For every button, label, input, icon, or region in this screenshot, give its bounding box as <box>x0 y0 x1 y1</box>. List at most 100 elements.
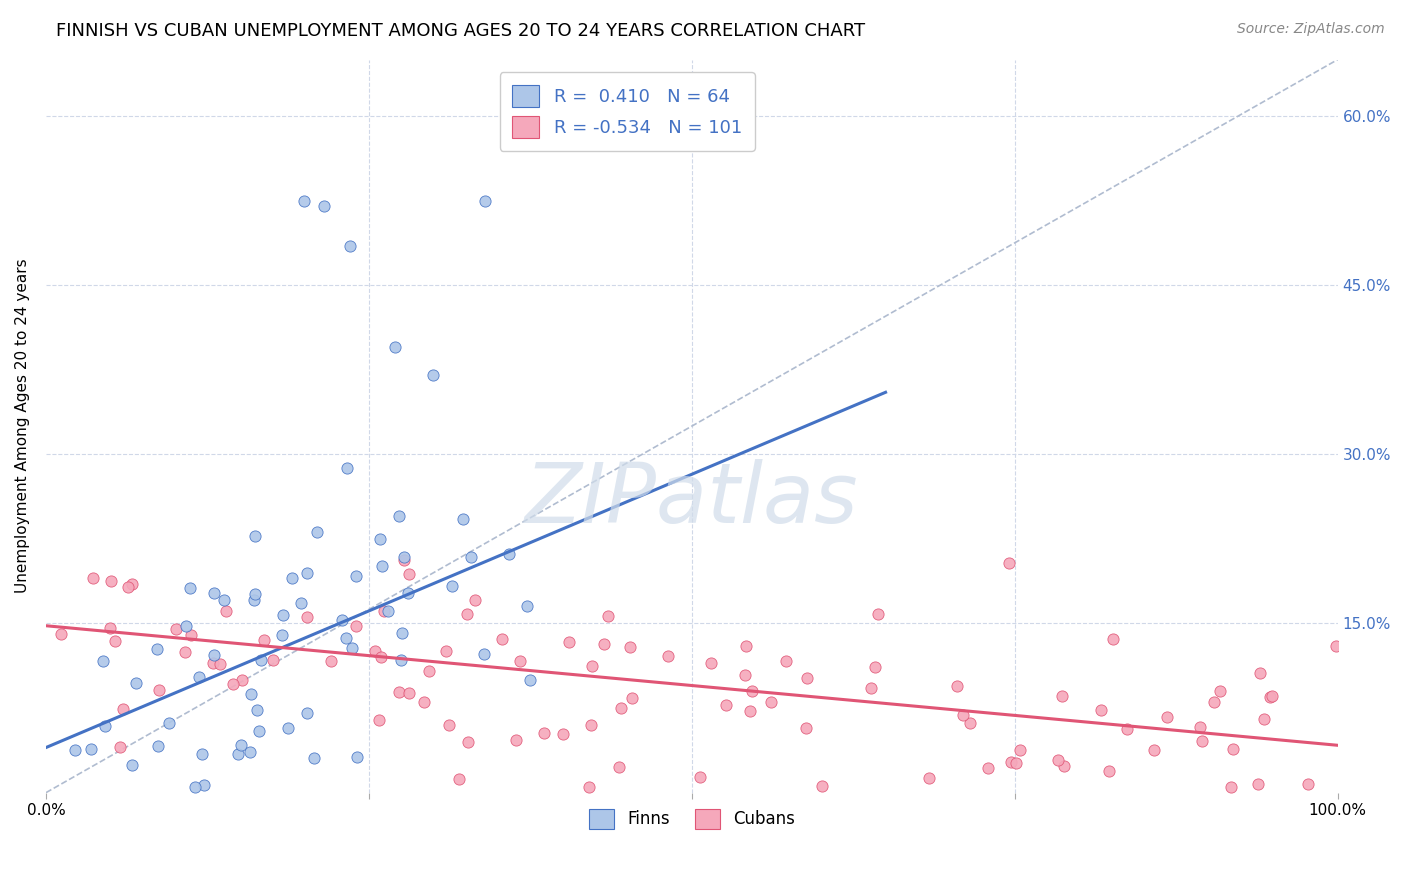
Point <box>440 579 463 593</box>
Point <box>977 761 1000 775</box>
Point <box>451 512 474 526</box>
Point <box>80 742 103 756</box>
Point <box>505 732 527 747</box>
Point <box>1098 764 1121 779</box>
Point <box>398 686 420 700</box>
Point <box>208 657 231 671</box>
Point <box>1005 756 1028 771</box>
Point <box>204 586 226 600</box>
Point <box>228 747 250 762</box>
Point <box>281 571 304 585</box>
Point <box>344 568 367 582</box>
Point <box>98 621 121 635</box>
Point <box>796 671 818 685</box>
Point <box>396 586 419 600</box>
Point <box>700 656 723 670</box>
Point <box>295 566 318 580</box>
Point <box>117 581 139 595</box>
Point <box>434 644 457 658</box>
Point <box>735 639 758 653</box>
Point <box>689 770 711 784</box>
Point <box>302 751 325 765</box>
Point <box>245 587 267 601</box>
Point <box>346 750 368 764</box>
Point <box>1189 720 1212 734</box>
Point <box>620 691 643 706</box>
Point <box>959 715 981 730</box>
Point <box>94 719 117 733</box>
Point <box>100 574 122 588</box>
Point <box>474 647 496 661</box>
Point <box>1253 713 1275 727</box>
Point <box>367 713 389 727</box>
Text: Source: ZipAtlas.com: Source: ZipAtlas.com <box>1237 22 1385 37</box>
Point <box>262 653 284 667</box>
Point <box>1090 703 1112 717</box>
Point <box>222 677 245 691</box>
Point <box>422 368 444 383</box>
Point <box>176 619 198 633</box>
Point <box>305 525 328 540</box>
Text: FINNISH VS CUBAN UNEMPLOYMENT AMONG AGES 20 TO 24 YEARS CORRELATION CHART: FINNISH VS CUBAN UNEMPLOYMENT AMONG AGES… <box>56 22 865 40</box>
Point <box>1258 690 1281 705</box>
Point <box>239 687 262 701</box>
Point <box>184 780 207 794</box>
Point <box>1209 684 1232 698</box>
Point <box>388 685 411 699</box>
Point <box>578 780 600 794</box>
Point <box>946 679 969 693</box>
Point <box>392 549 415 564</box>
Point <box>65 743 87 757</box>
Point <box>740 704 762 718</box>
Point <box>330 613 353 627</box>
Point <box>607 760 630 774</box>
Point <box>250 653 273 667</box>
Point <box>1204 695 1226 709</box>
Point <box>202 648 225 662</box>
Point <box>364 643 387 657</box>
Point <box>215 604 238 618</box>
Text: ZIPatlas: ZIPatlas <box>524 458 859 540</box>
Point <box>247 724 270 739</box>
Point <box>253 632 276 647</box>
Point <box>82 571 104 585</box>
Point <box>761 695 783 709</box>
Point <box>339 238 361 252</box>
Point <box>391 625 413 640</box>
Point <box>865 660 887 674</box>
Point <box>202 657 225 671</box>
Point <box>553 727 575 741</box>
Point <box>1219 780 1241 794</box>
Point <box>398 566 420 581</box>
Point <box>370 532 392 546</box>
Point <box>388 509 411 524</box>
Point <box>714 698 737 713</box>
Point <box>231 738 253 752</box>
Point <box>124 676 146 690</box>
Point <box>1142 743 1164 757</box>
Point <box>1249 666 1271 681</box>
Point <box>157 715 180 730</box>
Point <box>412 695 434 709</box>
Point <box>231 673 253 687</box>
Point <box>775 654 797 668</box>
Point <box>619 640 641 654</box>
Point <box>533 726 555 740</box>
Point <box>657 648 679 663</box>
Point <box>464 593 486 607</box>
Y-axis label: Unemployment Among Ages 20 to 24 years: Unemployment Among Ages 20 to 24 years <box>15 259 30 593</box>
Point <box>190 747 212 761</box>
Point <box>336 461 359 475</box>
Point <box>509 654 531 668</box>
Legend: Finns, Cubans: Finns, Cubans <box>582 802 801 836</box>
Point <box>112 702 135 716</box>
Point <box>418 664 440 678</box>
Point <box>457 735 479 749</box>
Point <box>1296 777 1319 791</box>
Point <box>498 547 520 561</box>
Point <box>1261 689 1284 703</box>
Point <box>173 645 195 659</box>
Point <box>342 640 364 655</box>
Point <box>239 745 262 759</box>
Point <box>811 780 834 794</box>
